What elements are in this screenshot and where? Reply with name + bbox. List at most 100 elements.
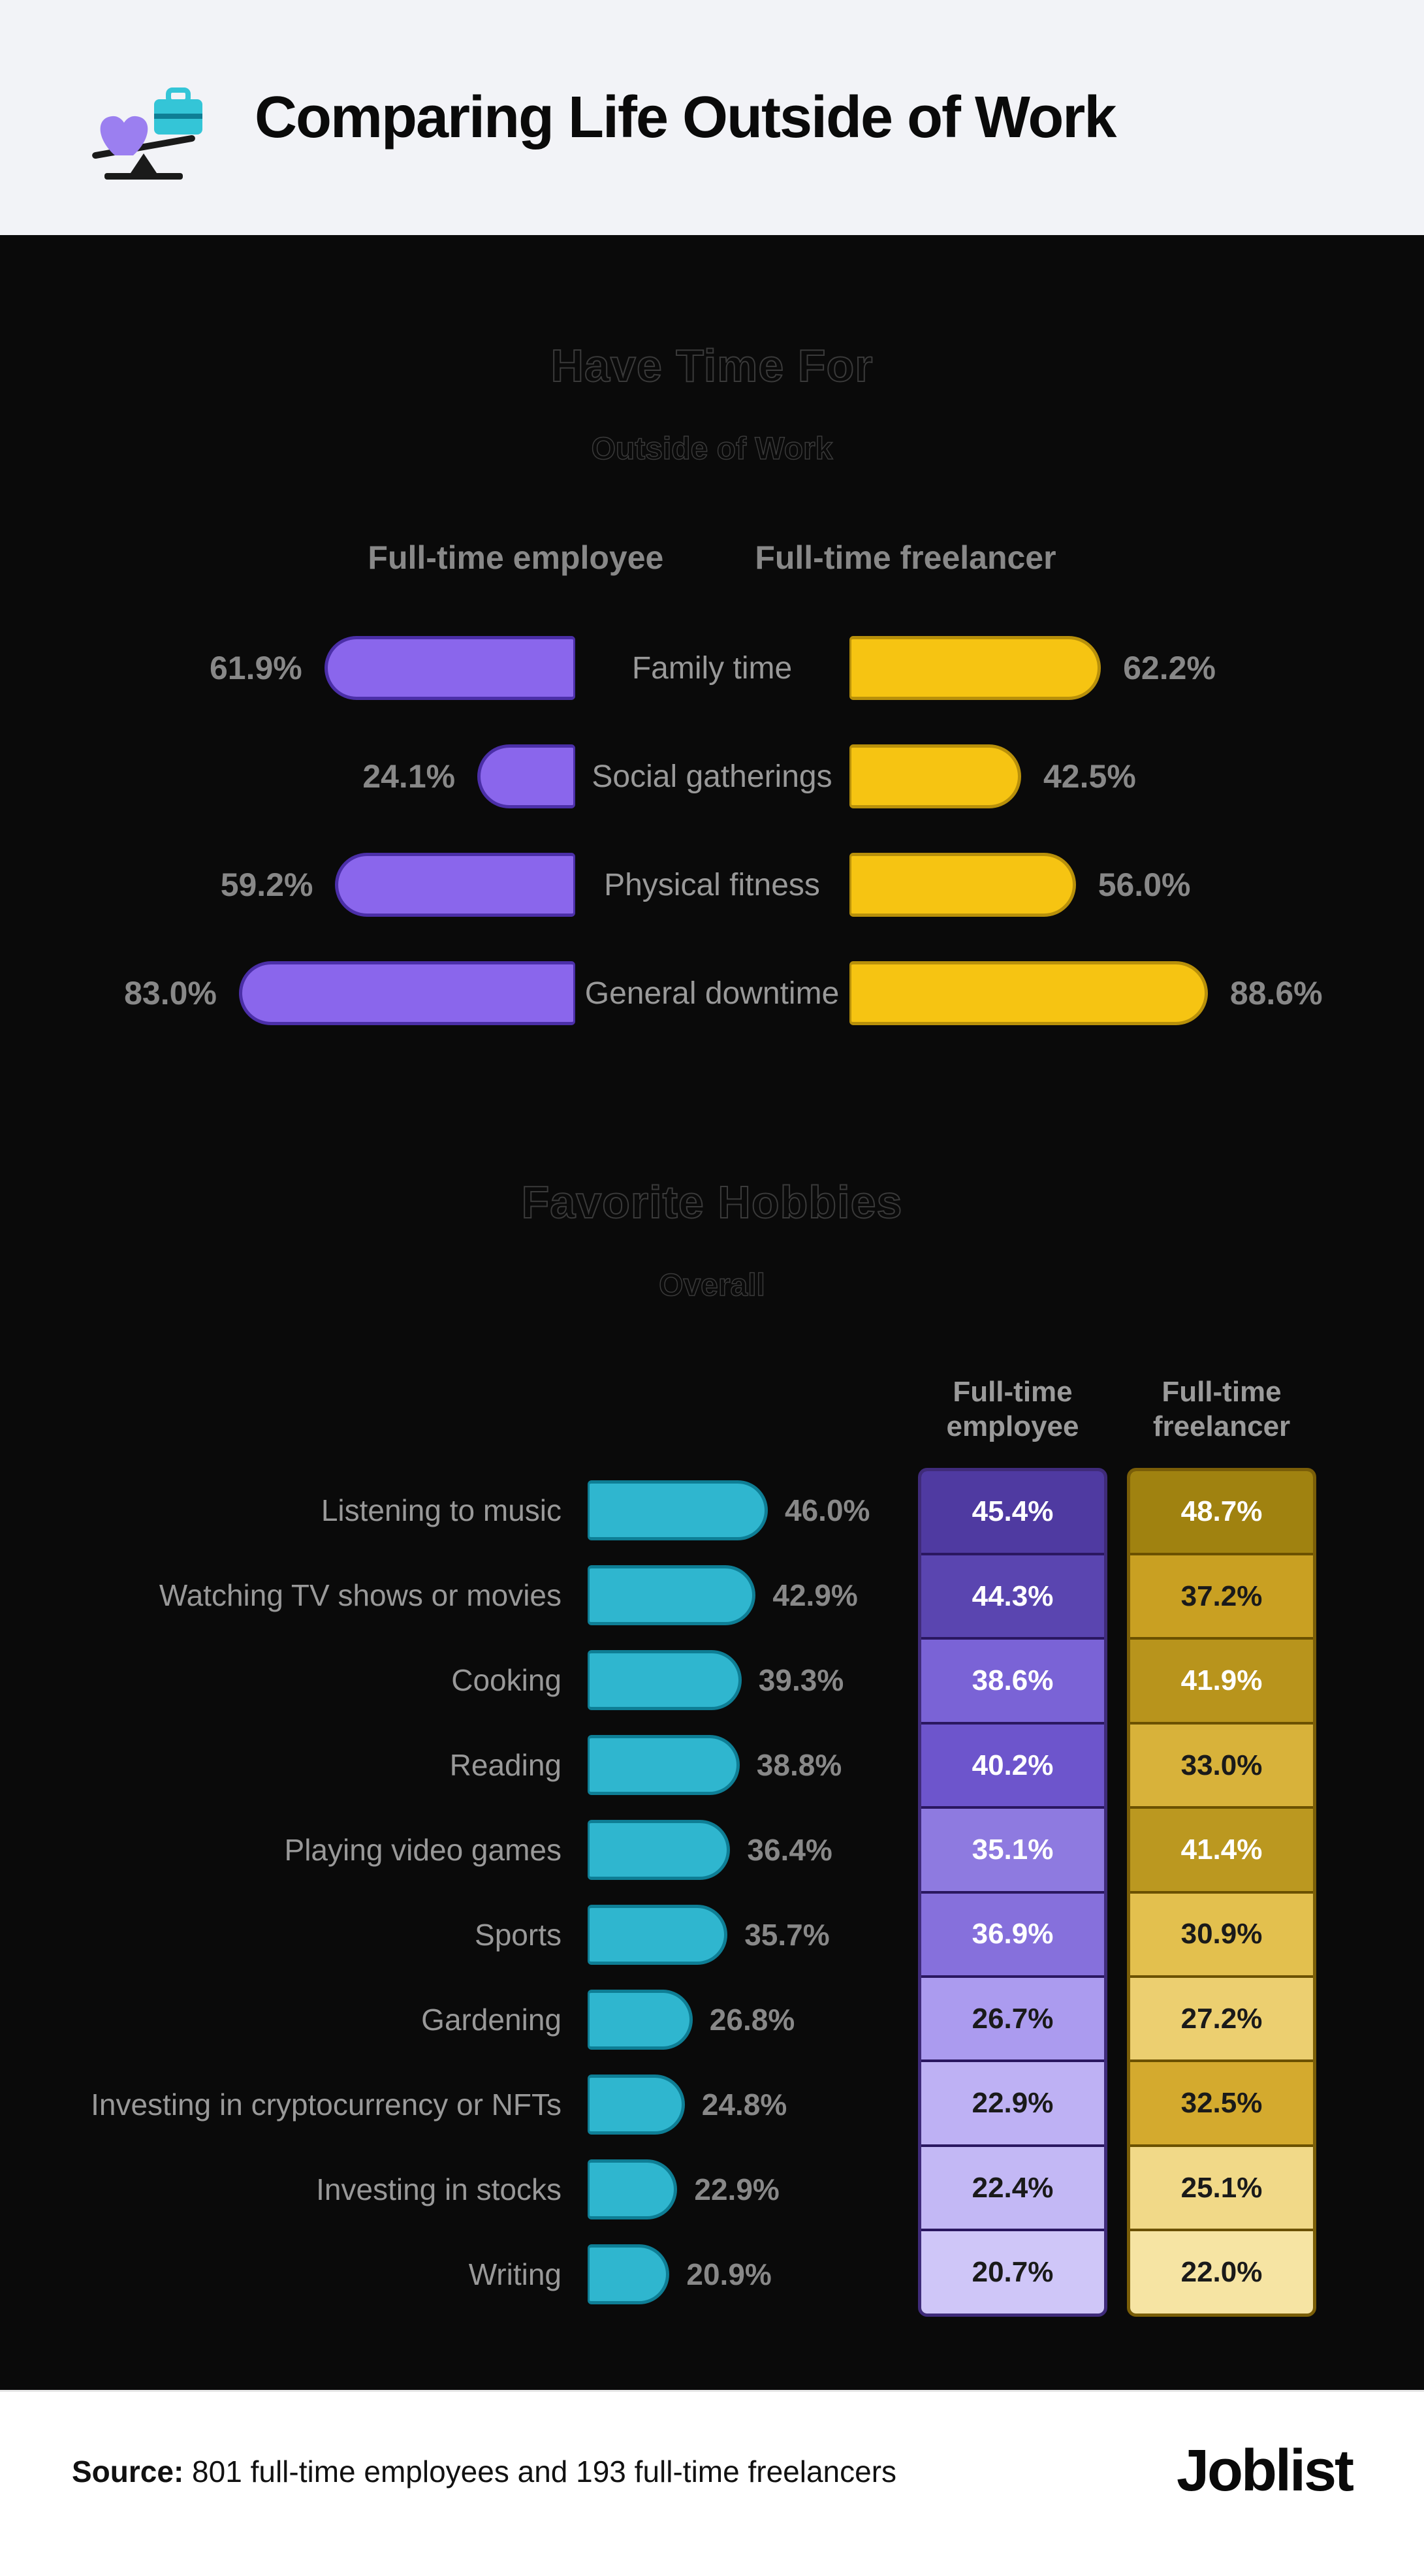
section2-title: Favorite Hobbies	[65, 1176, 1359, 1228]
freelancer-bar	[849, 744, 1022, 808]
employee-heat-cell: 38.6%	[921, 1640, 1104, 1724]
section1-title: Have Time For	[65, 340, 1359, 392]
diverging-row: 24.1% Social gatherings 42.5%	[65, 744, 1359, 809]
diverging-category: General downtime	[575, 976, 849, 1011]
hobby-grid: Full-time employee Full-time freelancer …	[65, 1375, 1359, 2317]
diverging-row: 61.9% Family time 62.2%	[65, 635, 1359, 701]
freelancer-bar	[849, 961, 1208, 1025]
hobby-bar	[588, 2244, 669, 2304]
freelancer-bar	[849, 636, 1101, 700]
hobby-bar-cell: 20.9%	[588, 2232, 901, 2317]
page-title: Comparing Life Outside of Work	[255, 84, 1115, 151]
hobby-pct: 20.9%	[686, 2257, 771, 2292]
hobby-label: Investing in cryptocurrency or NFTs	[65, 2087, 588, 2122]
hobby-label: Sports	[65, 1917, 588, 1952]
freelancer-heat-cell: 33.0%	[1130, 1725, 1313, 1809]
section2-subtitle: Overall	[65, 1267, 1359, 1303]
employee-pct: 61.9%	[210, 649, 302, 687]
diverging-category: Family time	[575, 650, 849, 686]
hobby-bar	[588, 2159, 677, 2219]
diverging-category: Social gatherings	[575, 759, 849, 795]
diverging-legend: Full-time employee Full-time freelancer	[65, 539, 1359, 577]
hobby-bar-cell: 35.7%	[588, 1892, 901, 1977]
col-head-employee: Full-time employee	[918, 1375, 1107, 1468]
employee-heat-cell: 20.7%	[921, 2231, 1104, 2313]
hobby-pct: 39.3%	[759, 1662, 844, 1698]
hobby-bar-cell: 24.8%	[588, 2062, 901, 2147]
freelancer-heat-cell: 37.2%	[1130, 1555, 1313, 1640]
freelancer-pct: 62.2%	[1123, 649, 1216, 687]
hobby-bar	[588, 1650, 742, 1710]
freelancer-heat-cell: 41.4%	[1130, 1809, 1313, 1893]
hobby-bar-cell: 26.8%	[588, 1977, 901, 2062]
freelancer-heat-cell: 41.9%	[1130, 1640, 1313, 1724]
employee-heat-cell: 40.2%	[921, 1725, 1104, 1809]
hobby-bar	[588, 1820, 730, 1880]
diverging-row: 59.2% Physical fitness 56.0%	[65, 852, 1359, 917]
freelancer-heat-cell: 32.5%	[1130, 2062, 1313, 2146]
employee-bar	[335, 853, 575, 917]
hobby-label: Reading	[65, 1747, 588, 1783]
brand-logo: Joblist	[1177, 2438, 1352, 2505]
freelancer-bar	[849, 853, 1076, 917]
hobby-bar-cell: 39.3%	[588, 1638, 901, 1723]
freelancer-heat-cell: 30.9%	[1130, 1894, 1313, 1978]
diverging-row: 83.0%General downtime88.6%	[65, 961, 1359, 1026]
hobby-label: Writing	[65, 2257, 588, 2292]
freelancer-heat-cell: 25.1%	[1130, 2147, 1313, 2231]
footer: Source: 801 full-time employees and 193 …	[0, 2390, 1424, 2564]
hobbies-section: Favorite Hobbies Overall Full-time emplo…	[65, 1176, 1359, 2317]
hobby-pct: 42.9%	[772, 1578, 857, 1613]
section1-subtitle: Outside of Work	[65, 431, 1359, 467]
infographic-page: Comparing Life Outside of Work Have Time…	[0, 0, 1424, 2564]
hobby-pct: 26.8%	[710, 2002, 795, 2037]
employee-pct: 24.1%	[362, 757, 455, 795]
hobby-bar-cell: 38.8%	[588, 1723, 901, 1807]
hobby-label: Listening to music	[65, 1493, 588, 1528]
freelancer-pct: 42.5%	[1043, 757, 1136, 795]
employee-heat-cell: 45.4%	[921, 1471, 1104, 1555]
legend-employee: Full-time employee	[368, 539, 663, 577]
legend-freelancer: Full-time freelancer	[755, 539, 1056, 577]
hobby-bar-cell: 42.9%	[588, 1553, 901, 1638]
hobby-pct: 46.0%	[785, 1493, 870, 1528]
employee-pct: 59.2%	[221, 866, 313, 904]
hobby-pct: 22.9%	[694, 2172, 779, 2207]
hobby-bar	[588, 1565, 755, 1625]
employee-heat-cell: 36.9%	[921, 1894, 1104, 1978]
hobby-label: Cooking	[65, 1662, 588, 1698]
employee-heat-cell: 26.7%	[921, 1978, 1104, 2062]
freelancer-heat-cell: 22.0%	[1130, 2231, 1313, 2313]
hobby-label: Watching TV shows or movies	[65, 1578, 588, 1613]
freelancer-pct: 88.6%	[1230, 974, 1323, 1012]
hobby-pct: 35.7%	[744, 1917, 829, 1952]
col-head-freelancer: Full-time freelancer	[1127, 1375, 1316, 1468]
employee-heat-cell: 22.9%	[921, 2062, 1104, 2146]
diverging-category: Physical fitness	[575, 867, 849, 903]
hobby-bar-cell: 46.0%	[588, 1468, 901, 1553]
employee-bar	[239, 961, 575, 1025]
employee-heat-cell: 35.1%	[921, 1809, 1104, 1893]
employee-heat-column: 45.4%44.3%38.6%40.2%35.1%36.9%26.7%22.9%…	[918, 1468, 1107, 2317]
hobby-bar	[588, 1735, 740, 1795]
header: Comparing Life Outside of Work	[0, 0, 1424, 235]
freelancer-heat-cell: 48.7%	[1130, 1471, 1313, 1555]
source-text: 801 full-time employees and 193 full-tim…	[192, 2455, 896, 2489]
hobby-label: Playing video games	[65, 1832, 588, 1868]
hobby-label: Investing in stocks	[65, 2172, 588, 2207]
hobby-bar	[588, 1480, 768, 1540]
employee-bar	[324, 636, 575, 700]
hobby-pct: 24.8%	[702, 2087, 787, 2122]
freelancer-heat-column: 48.7%37.2%41.9%33.0%41.4%30.9%27.2%32.5%…	[1127, 1468, 1316, 2317]
employee-bar	[477, 744, 575, 808]
hobby-bar	[588, 2075, 685, 2135]
hobby-pct: 38.8%	[757, 1747, 842, 1783]
source-line: Source: 801 full-time employees and 193 …	[72, 2454, 896, 2489]
hobby-pct: 36.4%	[747, 1832, 832, 1868]
freelancer-pct: 56.0%	[1098, 866, 1191, 904]
hobby-bar	[588, 1905, 727, 1965]
employee-heat-cell: 44.3%	[921, 1555, 1104, 1640]
employee-heat-cell: 22.4%	[921, 2147, 1104, 2231]
freelancer-heat-cell: 27.2%	[1130, 1978, 1313, 2062]
hobby-bar-cell: 22.9%	[588, 2147, 901, 2232]
